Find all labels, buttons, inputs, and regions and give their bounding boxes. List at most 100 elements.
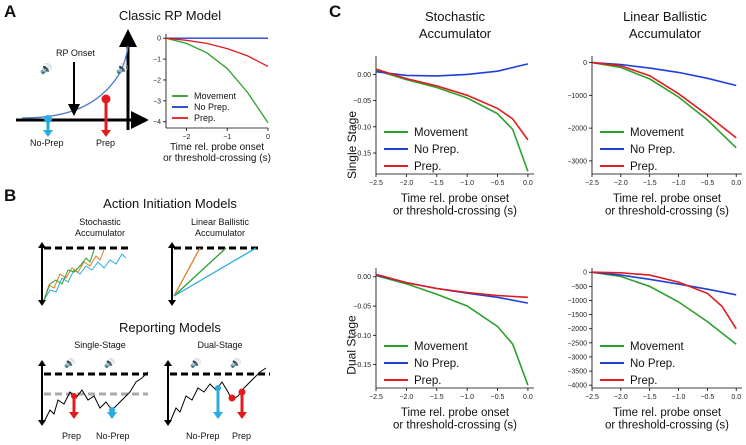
- panel-label-a: A: [4, 2, 17, 21]
- y-tick-label: −3000: [567, 354, 587, 361]
- legend-label: Movement: [630, 127, 684, 139]
- x-axis-label-line1: Time rel. probe onset: [170, 142, 264, 153]
- y-tick-label: −0.05: [353, 303, 371, 310]
- lba-trace-green: [173, 247, 227, 297]
- single-stage-title: Single-Stage: [74, 340, 126, 350]
- y-tick-label: 0: [583, 60, 587, 67]
- legend-label: Prep.: [630, 375, 658, 387]
- x-tick-label: 0.0: [523, 394, 533, 401]
- series-line-movement: [591, 61, 737, 149]
- lba-title: Linear Ballistic Accumulator: [160, 217, 280, 239]
- legend-label: No Prep.: [630, 144, 675, 156]
- single-noprep-arrowhead: [107, 412, 117, 419]
- x-tick-label: −0.5: [700, 394, 714, 401]
- single-trace: [43, 371, 149, 423]
- dual-stage-title: Dual-Stage: [197, 340, 243, 350]
- y-tick-label: 0: [583, 270, 587, 277]
- x-tick-label: −2.5: [369, 180, 383, 187]
- y-tick-label: −0.10: [353, 333, 371, 340]
- single-prep-arrowhead: [69, 412, 79, 419]
- y-tick-label: −1000: [567, 93, 587, 100]
- speaker-icon: 🔊: [40, 62, 52, 75]
- series-line-prep-: [375, 273, 528, 299]
- col1-header: Stochastic Accumulator: [380, 8, 530, 42]
- col1-header-line2: Accumulator: [418, 26, 492, 41]
- stoch-acc-title: Stochastic Accumulator: [40, 217, 160, 239]
- y-tick-label: 0.00: [357, 274, 371, 281]
- lba-axis-arrow-down: [168, 300, 176, 306]
- no-prep-label: No-Prep: [30, 138, 64, 148]
- panel-label-c: C: [329, 2, 342, 21]
- x-axis-label-line2: or threshold-crossing (s): [163, 153, 271, 164]
- x-tick-label: 0.0: [731, 180, 741, 187]
- y-tick-label: 0.00: [357, 72, 371, 79]
- no-prep-arrowhead: [43, 130, 53, 137]
- single-prep-dot: [71, 393, 77, 399]
- x-tick-label: −2.5: [585, 394, 599, 401]
- legend-label: Prep.: [414, 375, 442, 387]
- y-tick-label: −2500: [567, 340, 587, 347]
- y-tick-label: −1500: [567, 312, 587, 319]
- x-tick-label: −1.5: [430, 180, 444, 187]
- series-line-movement: [375, 69, 529, 172]
- y-tick-label: 0: [157, 36, 161, 43]
- x-tick-label: −1.0: [460, 180, 474, 187]
- series-line-prep-: [375, 68, 529, 141]
- y-tick-label: −1: [153, 57, 161, 64]
- col1-header-line1: Stochastic: [425, 9, 485, 24]
- x-tick-label: −2.0: [399, 394, 413, 401]
- lba-title-line2: Accumulator: [194, 228, 246, 238]
- legend-label: Movement: [414, 127, 468, 139]
- x-axis-label-line2: or threshold-crossing (s): [605, 206, 729, 218]
- prep-label: Prep: [96, 138, 116, 148]
- x-tick-label: −2.0: [614, 180, 628, 187]
- legend-label: No Prep.: [414, 144, 459, 156]
- y-tick-label: −2000: [567, 126, 587, 133]
- speaker-icon: 🔊: [190, 357, 201, 369]
- series-line-no-prep-: [591, 271, 737, 296]
- x-tick-label: 0.0: [731, 394, 741, 401]
- chart-stoch-single: 0.00 −0.05 −0.10 −0.15 −2.5 −2.0 −1.5 −1.0 −0.5 0…: [353, 56, 534, 218]
- panel-b-action-title: Action Initiation Models: [103, 196, 237, 211]
- legend-label: No Prep.: [194, 102, 230, 112]
- legend-label: Movement: [414, 341, 468, 353]
- legend-label: No Prep.: [630, 358, 675, 370]
- stoch-acc-diagram: [38, 242, 128, 306]
- col2-header-line1: Linear Ballistic: [623, 9, 707, 24]
- chart-lba-single: 0 −1000 −2000 −3000 −2.5 −2.0 −1.5 −1.0 −0.5 0.0 T…: [567, 56, 742, 218]
- prep-dot: [101, 94, 111, 104]
- dual-noprep-label: No-Prep: [186, 431, 220, 441]
- stoch-trace-green: [43, 249, 95, 301]
- legend-label: Prep.: [414, 161, 442, 173]
- series-line-prep-: [591, 271, 737, 330]
- dual-prep-dot-2: [238, 388, 246, 396]
- series-line-no-prep-: [375, 63, 529, 77]
- stoch-trace-blue: [43, 253, 127, 301]
- series-line-no-prep-: [591, 61, 737, 87]
- legend-label: Prep.: [194, 113, 216, 123]
- rp-schematic: 🔊 🔊: [16, 29, 148, 137]
- stoch-acc-title-line2: Accumulator: [74, 228, 126, 238]
- dual-prep-dot-1: [228, 394, 236, 402]
- lba-title-line1: Linear Ballistic: [190, 217, 250, 227]
- speaker-icon: 🔊: [64, 357, 75, 369]
- chart-stoch-dual: 0.00 −0.05 −0.10 −0.15 −2.5 −2.0 −1.5 −1.0 −0.5 0…: [353, 268, 534, 432]
- single-noprep-label: No-Prep: [96, 431, 130, 441]
- y-tick-label: −0.05: [353, 98, 371, 105]
- no-prep-dot: [44, 115, 52, 123]
- x-tick-label: −1.0: [460, 394, 474, 401]
- x-tick-label: 0.0: [523, 180, 533, 187]
- y-tick-label: −0.15: [353, 362, 371, 369]
- dual-noprep-arrowhead: [213, 412, 223, 419]
- x-tick-label: 0: [266, 134, 270, 141]
- x-tick-label: −0.5: [700, 180, 714, 187]
- panel-b-reporting-title: Reporting Models: [119, 320, 221, 335]
- speaker-icon: 🔊: [104, 357, 115, 369]
- dual-noprep-dot: [215, 385, 221, 391]
- stoch-acc-title-line1: Stochastic: [79, 217, 121, 227]
- legend-label: Movement: [630, 341, 684, 353]
- panel-a-title: Classic RP Model: [118, 8, 222, 23]
- y-tick-label: −2: [153, 77, 161, 84]
- x-tick-label: −2.0: [399, 180, 413, 187]
- x-axis-label-line1: Time rel. probe onset: [401, 193, 510, 205]
